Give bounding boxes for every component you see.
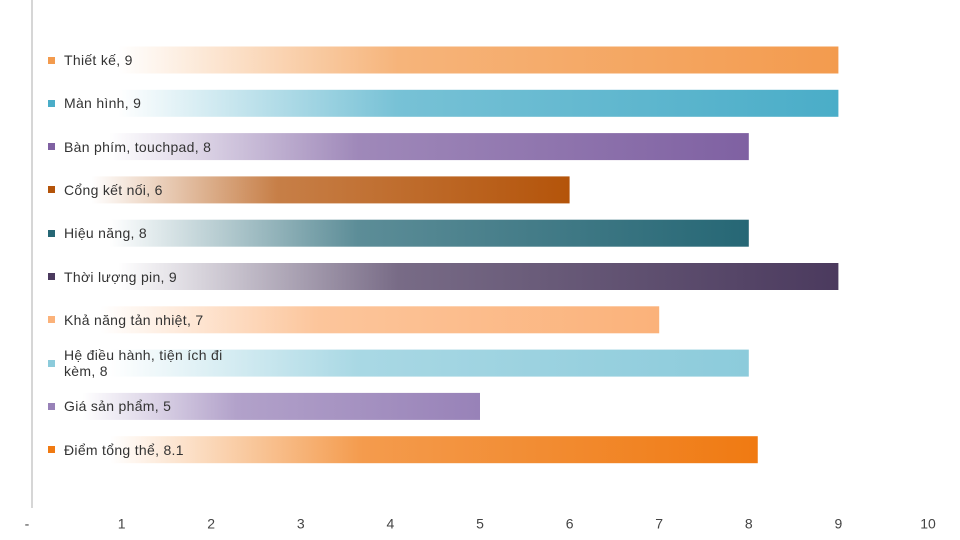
label-separator: , (130, 225, 139, 242)
label-text: Hiệu năng, 8 (64, 225, 147, 241)
label-swatch (48, 186, 55, 194)
label-text: Bàn phím, touchpad, 8 (64, 139, 211, 155)
category-name: Giá sản phẩm (64, 398, 155, 415)
label-swatch (48, 99, 55, 107)
bar (38, 176, 570, 204)
label-text: Giá sản phẩm, 5 (64, 398, 171, 414)
label-separator: , (124, 95, 134, 112)
label-swatch (48, 229, 55, 237)
bar-label: Bàn phím, touchpad, 8 (48, 131, 248, 163)
bar-label: Màn hình, 9 (48, 87, 248, 119)
label-swatch (48, 446, 55, 454)
value-label: 9 (168, 268, 178, 285)
bar-label: Hệ điều hành, tiện ích đi kèm, 8 (48, 347, 248, 379)
label-swatch (48, 316, 55, 324)
x-tick-label: - (25, 516, 30, 532)
label-separator: , (155, 441, 164, 458)
x-tick-label: 8 (745, 516, 753, 532)
x-tick-label: 3 (297, 516, 305, 532)
value-label: 9 (133, 95, 142, 112)
bar-label: Giá sản phẩm, 5 (48, 390, 248, 422)
label-text: Điểm tổng thể, 8.1 (64, 442, 184, 458)
x-tick-label: 4 (387, 516, 395, 532)
bar (38, 349, 749, 377)
value-label: 8 (99, 363, 108, 380)
category-name: Điểm tổng thể (64, 441, 156, 458)
label-separator: , (146, 181, 155, 198)
category-name: Khả năng tản nhiệt (64, 311, 187, 328)
category-name: Cổng kết nối (64, 181, 147, 198)
label-separator: , (194, 138, 204, 155)
x-tick-label: 5 (476, 516, 484, 532)
x-tick-label: 10 (920, 516, 936, 532)
label-text: Thiết kế, 9 (64, 52, 133, 68)
value-label: 8 (138, 225, 148, 242)
label-separator: , (186, 311, 196, 328)
bar (38, 89, 839, 117)
label-text: Màn hình, 9 (64, 95, 141, 111)
label-text: Thời lượng pin, 9 (64, 269, 177, 285)
label-separator: , (116, 52, 125, 68)
bar (38, 133, 749, 161)
bar-label: Hiệu năng, 8 (48, 217, 248, 249)
label-swatch (48, 273, 55, 280)
x-tick-label: 6 (566, 516, 574, 532)
x-tick-label: 9 (835, 516, 843, 532)
category-name: Hiệu năng (64, 225, 131, 242)
category-name: Thiết kế (64, 52, 117, 68)
x-tick-label: 7 (655, 516, 663, 532)
bar (38, 306, 660, 334)
label-separator: , (154, 398, 164, 415)
value-label: 8.1 (163, 441, 184, 458)
value-label: 9 (124, 52, 133, 68)
bar-label: Điểm tổng thể, 8.1 (48, 434, 248, 466)
bar (38, 263, 839, 290)
label-swatch (48, 143, 55, 151)
label-separator: , (160, 268, 169, 285)
category-name: Màn hình (64, 95, 125, 112)
label-swatch (48, 402, 55, 410)
bar (38, 219, 749, 247)
x-tick-label: 2 (207, 516, 215, 532)
label-text: Hệ điều hành, tiện ích đi kèm, 8 (64, 347, 248, 379)
value-label: 8 (203, 138, 212, 155)
label-separator: , (91, 363, 100, 380)
bar (38, 436, 758, 464)
x-tick-label: 1 (118, 516, 126, 532)
category-name: Hệ điều hành, tiện ích đi kèm (64, 347, 223, 380)
bar-label: Thiết kế, 9 (48, 44, 248, 76)
label-text: Cổng kết nối, 6 (64, 182, 163, 198)
bar-label: Thời lượng pin, 9 (48, 261, 248, 293)
value-label: 6 (154, 181, 163, 198)
bar (38, 46, 839, 74)
value-label: 7 (195, 311, 204, 328)
label-text: Khả năng tản nhiệt, 7 (64, 312, 203, 328)
label-swatch (48, 359, 55, 367)
label-swatch (48, 56, 55, 64)
value-label: 5 (163, 398, 172, 415)
bar-label: Cổng kết nối, 6 (48, 174, 248, 206)
category-name: Thời lượng pin (64, 268, 161, 285)
bar-label: Khả năng tản nhiệt, 7 (48, 304, 248, 336)
category-name: Bàn phím, touchpad (64, 138, 195, 155)
bar (38, 392, 480, 420)
